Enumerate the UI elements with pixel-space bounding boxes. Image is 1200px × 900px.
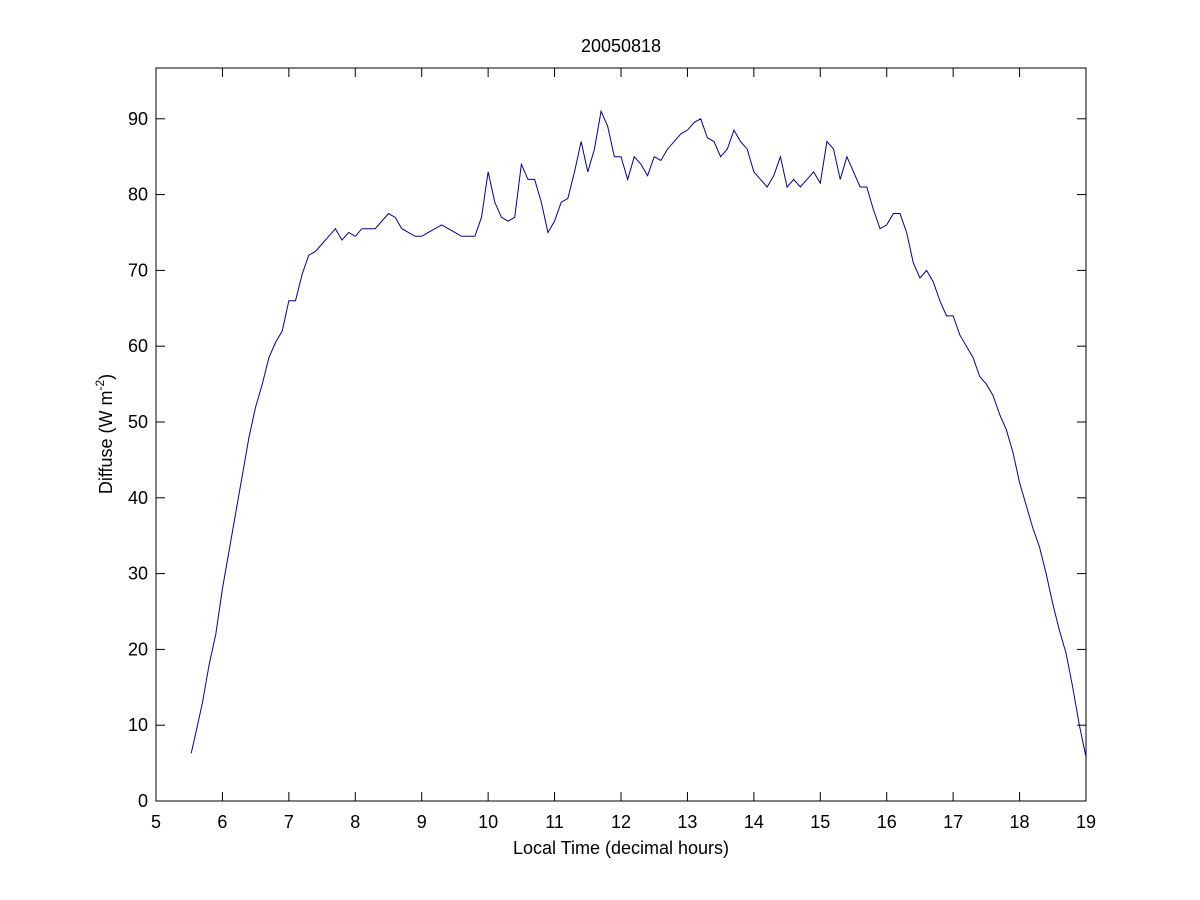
y-tick-label: 80 <box>128 185 148 205</box>
chart-title: 20050818 <box>581 36 661 56</box>
x-tick-label: 15 <box>810 812 830 832</box>
y-axis-label-sup: -2 <box>93 379 107 390</box>
x-tick-label: 10 <box>478 812 498 832</box>
x-tick-label: 16 <box>877 812 897 832</box>
y-tick-label: 0 <box>138 791 148 811</box>
data-line <box>190 109 1087 758</box>
y-tick-label: 10 <box>128 715 148 735</box>
y-tick-label: 20 <box>128 639 148 659</box>
y-tick-label: 90 <box>128 109 148 129</box>
x-tick-label: 9 <box>417 812 427 832</box>
y-axis-label-end: ) <box>96 374 116 380</box>
y-axis-label-main: Diffuse (W m <box>96 390 116 494</box>
y-tick-label: 50 <box>128 412 148 432</box>
x-tick-label: 17 <box>943 812 963 832</box>
plot-frame <box>155 67 1087 802</box>
x-tick-label: 14 <box>744 812 764 832</box>
x-tick-label: 12 <box>611 812 631 832</box>
x-tick-label: 11 <box>545 812 564 832</box>
x-axis-label: Local Time (decimal hours) <box>513 838 729 858</box>
y-tick-label: 40 <box>128 488 148 508</box>
x-tick-label: 18 <box>1010 812 1030 832</box>
y-tick-label: 70 <box>128 260 148 280</box>
x-tick-label: 8 <box>350 812 360 832</box>
x-tick-label: 6 <box>217 812 227 832</box>
y-tick-label: 30 <box>128 564 148 584</box>
x-tick-label: 7 <box>284 812 294 832</box>
x-tick-label: 19 <box>1076 812 1096 832</box>
y-tick-label: 60 <box>128 336 148 356</box>
x-tick-label: 13 <box>677 812 697 832</box>
y-axis-label: Diffuse (W m-2) <box>93 374 116 494</box>
x-tick-label: 5 <box>151 812 161 832</box>
